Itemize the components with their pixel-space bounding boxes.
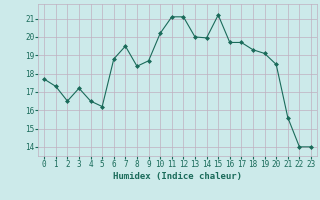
X-axis label: Humidex (Indice chaleur): Humidex (Indice chaleur) xyxy=(113,172,242,181)
